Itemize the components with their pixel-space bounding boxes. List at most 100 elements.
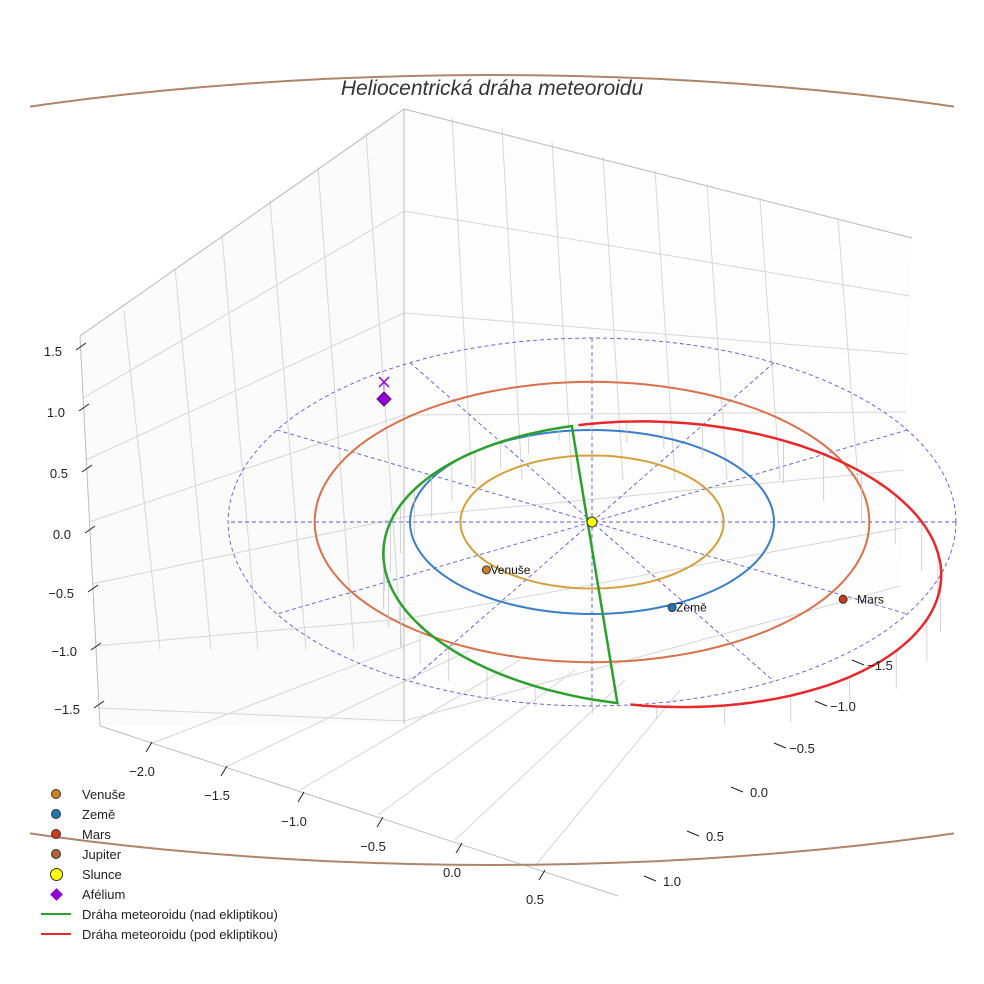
legend-symbol [40,904,72,924]
legend-label: Jupiter [82,846,122,862]
y-tick-label: −1.5 [867,658,893,673]
legend-item: Slunce [40,864,278,884]
grid-line [91,516,405,585]
z-tick-label: 1.0 [47,405,65,420]
meteoroid-orbit-above [382,424,619,705]
legend-item: Země [40,804,278,824]
ecliptic-reference-circle [227,337,957,707]
legend-symbol [40,884,72,904]
planet-label-země: Země [676,601,707,615]
grid-line [534,689,681,867]
legend-label: Mars [82,826,111,842]
legend-dot [51,809,61,819]
grid-line [454,679,626,841]
planet-země [667,603,677,613]
grid-line [85,312,405,461]
z-tick-mark [75,342,87,351]
legend-sun-dot [49,867,63,881]
axis-edge [79,335,619,897]
legend-dot [51,789,61,799]
grid-line [501,127,523,481]
y-tick-mark [730,786,744,793]
y-tick-label: 0.5 [706,829,724,844]
grid-line [706,184,728,481]
legend-symbol [40,784,72,804]
legend-label: Země [82,806,116,822]
x-tick-mark [538,869,546,881]
z-tick-mark [87,584,99,593]
grid-line [97,707,405,722]
y-tick-label: −1.0 [830,699,856,714]
x-tick-label: −1.0 [281,814,307,829]
legend-symbol [40,864,72,884]
left-pane [80,109,404,726]
grid-line [403,411,907,416]
y-tick-label: 1.0 [663,874,681,889]
legend-line [41,933,71,935]
z-tick-mark [90,642,102,651]
x-tick-label: −2.0 [129,764,155,779]
grid-line [123,310,161,651]
x-tick-mark [145,741,153,753]
legend-label: Afélium [82,886,126,902]
z-tick-label: −1.0 [51,644,77,659]
legend-symbol [40,844,72,864]
grid-line [403,210,911,297]
planet-venuše [481,565,491,575]
orbit-země [408,428,776,616]
y-tick-mark [686,830,700,837]
x-tick-mark [455,842,463,854]
right-pane [404,109,912,724]
grid-line [299,659,521,791]
z-tick-mark [93,700,105,709]
grid-line [269,199,307,651]
y-tick-mark [814,700,828,707]
y-tick-label: −0.5 [789,741,815,756]
legend-symbol [40,924,72,944]
legend-label: Slunce [82,866,122,882]
legend-diamond [49,887,63,901]
z-tick-label: −0.5 [48,586,74,601]
grid-line [759,199,781,481]
sun-marker [586,516,598,528]
legend-item: Venuše [40,784,278,804]
grid-line [221,234,259,651]
grid-line [551,140,573,481]
ecliptic-spoke [276,429,908,615]
orbit-venuše [459,454,725,590]
z-tick-mark [81,464,93,473]
meteoroid-orbit-below [578,420,943,709]
legend-item: Afélium [40,884,278,904]
legend-label: Dráha meteoroidu (nad ekliptikou) [82,906,278,922]
aphelion-projection-marker [378,376,390,388]
grid-line [94,618,405,647]
planet-mars [838,594,848,604]
legend-item: Dráha meteoroidu (nad ekliptikou) [40,904,278,924]
legend-dot [51,849,61,859]
y-tick-mark [643,875,657,882]
legend-line [41,913,71,915]
grid-line [403,312,909,355]
y-tick-mark [851,659,865,666]
legend-item: Dráha meteoroidu (pod ekliptikou) [40,924,278,944]
x-tick-mark [376,816,384,828]
grid-line [88,414,405,523]
grid-line [403,469,905,518]
grid-line [82,210,405,399]
ecliptic-spoke [276,429,908,615]
grid-line [174,267,212,651]
legend-symbol [40,804,72,824]
grid-line [602,155,624,481]
z-tick-label: −1.5 [54,702,80,717]
legend-symbol [40,824,72,844]
z-tick-mark [84,525,96,534]
grid-line [451,116,473,481]
legend: Venuše Země Mars Jupiter Slunce Afélium Dráha … [40,784,278,944]
grid-line [654,169,676,481]
x-tick-label: 0.0 [443,865,461,880]
chart-title: Heliocentrická dráha meteoroidu [341,77,644,100]
grid-line [403,527,903,620]
z-tick-label: 0.5 [50,466,68,481]
grid-line [377,669,576,816]
